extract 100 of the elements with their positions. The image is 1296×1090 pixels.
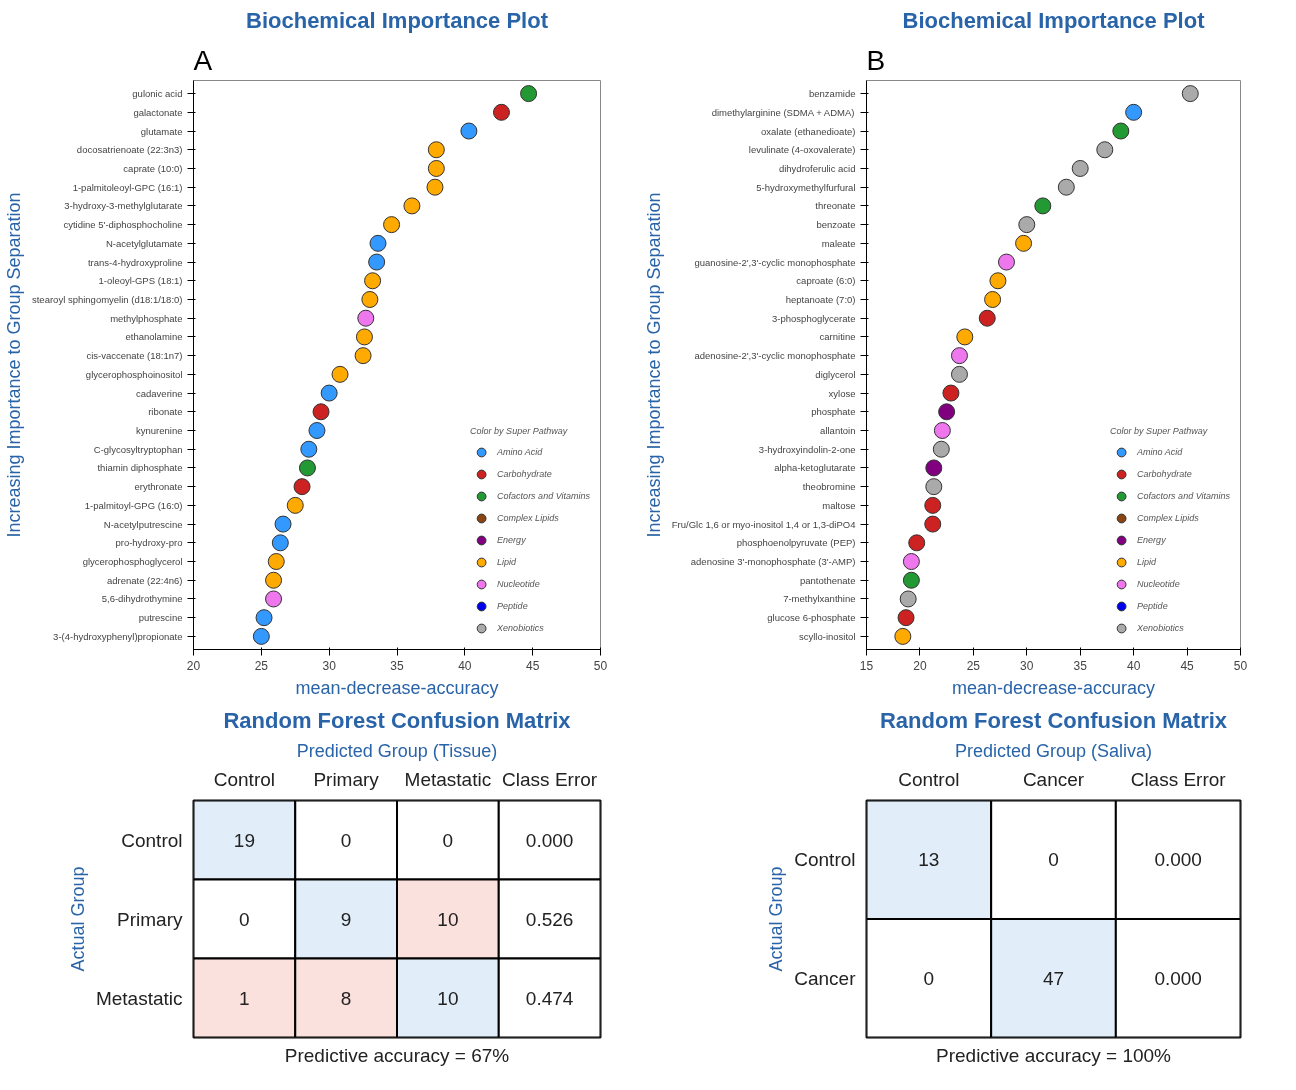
data-label: 8 — [340, 987, 352, 1009]
y-tick-label: Fru/Glc 1,6 or myo-inositol 1,4 or 1,3-diPO4 — [671, 518, 856, 530]
x-tick-label: 40 — [1126, 658, 1141, 673]
y-tick-label: theobromine — [802, 481, 856, 493]
chart-title: Biochemical Importance Plot — [902, 7, 1206, 33]
data-label: 0.474 — [525, 987, 574, 1009]
x-tick-label: 15 — [859, 658, 874, 673]
data-label: 47 — [1042, 967, 1065, 989]
legend-label: Cofactors and Vitamins — [497, 490, 590, 503]
x-tick-label: 50 — [1233, 658, 1248, 673]
data-label: 0.526 — [525, 908, 574, 930]
y-tick-label: 3-(4-hydroxyphenyl)propionate — [53, 630, 183, 642]
y-tick-label: N-acetylglutamate — [105, 237, 183, 249]
y-tick-label: adenosine-2',3'-cyclic monophosphate — [694, 350, 856, 362]
x-tick-label: Metastatic — [404, 768, 492, 790]
y-tick-label: glycerophosphoinositol — [85, 368, 183, 380]
y-tick-label: erythronate — [134, 481, 183, 493]
y-tick-label: Control — [121, 829, 183, 851]
y-tick-label: glutamate — [140, 125, 183, 137]
y-tick-label: thiamin diphosphate — [97, 462, 183, 474]
y-tick-label: 7-methylxanthine — [783, 593, 856, 605]
y-tick-label: kynurenine — [136, 425, 183, 437]
y-tick-label: Cancer — [794, 967, 857, 989]
text: Predictive accuracy = 100% — [936, 1044, 1172, 1066]
y-tick-label: dihydroferulic acid — [778, 162, 856, 174]
x-axis-title: Predicted Group (Saliva) — [954, 740, 1153, 761]
y-tick-label: phosphate — [811, 406, 856, 418]
y-tick-label: 3-hydroxyindolin-2-one — [758, 443, 856, 455]
y-tick-label: maleate — [821, 237, 856, 249]
y-tick-label: caprate (10:0) — [123, 162, 183, 174]
text: A — [193, 44, 213, 76]
legend-label: Amino Acid — [1137, 446, 1183, 459]
legend-label: Carbohydrate — [1137, 468, 1192, 481]
x-tick-label: 45 — [525, 658, 540, 673]
y-tick-label: C-glycosyltryptophan — [93, 443, 183, 455]
y-tick-label: docosatrienoate (22:3n3) — [76, 144, 183, 156]
y-tick-label: putrescine — [138, 612, 183, 624]
x-axis-title: Predicted Group (Tissue) — [296, 740, 498, 761]
y-tick-label: adenosine 3'-monophosphate (3'-AMP) — [690, 556, 856, 568]
data-label: 19 — [233, 829, 255, 851]
x-tick-label: 40 — [458, 658, 472, 673]
data-label: 0 — [923, 967, 935, 989]
data-label: 10 — [437, 908, 459, 930]
data-label: 9 — [340, 908, 352, 930]
chart-title: Random Forest Confusion Matrix — [223, 707, 572, 733]
chart-title: Biochemical Importance Plot — [246, 7, 549, 33]
legend-title: Color by Super Pathway — [1110, 426, 1209, 436]
y-tick-label: 3-phosphoglycerate — [772, 312, 856, 324]
y-tick-label: cis-vaccenate (18:1n7) — [86, 350, 183, 362]
legend-label: Nucleotide — [1137, 578, 1180, 591]
data-label: 0.000 — [525, 829, 574, 851]
y-tick-label: benzamide — [809, 88, 856, 100]
legend-label: Lipid — [497, 556, 518, 569]
y-axis-title: Actual Group — [67, 866, 88, 972]
legend-label: Peptide — [497, 600, 528, 613]
x-tick-label: Control — [898, 768, 960, 790]
legend-label: Xenobiotics — [1137, 622, 1184, 635]
y-tick-label: pro-hydroxy-pro — [115, 537, 183, 549]
y-tick-label: Control — [794, 849, 856, 871]
x-tick-label: 20 — [186, 658, 201, 673]
data-label: 0 — [1048, 849, 1059, 871]
x-axis-title: mean-decrease-accuracy — [951, 677, 1156, 698]
y-tick-label: galactonate — [133, 106, 183, 118]
x-tick-label: 35 — [1073, 658, 1088, 673]
y-tick-label: pantothenate — [800, 574, 856, 586]
y-tick-label: scyllo-inositol — [799, 630, 856, 642]
y-tick-label: 5,6-dihydrothymine — [101, 593, 183, 605]
y-tick-label: 5-hydroxymethylfurfural — [756, 181, 856, 193]
y-tick-label: phosphoenolpyruvate (PEP) — [736, 537, 856, 549]
legend-label: Carbohydrate — [497, 468, 552, 481]
legend-label: Cofactors and Vitamins — [1137, 490, 1230, 503]
y-tick-label: guanosine-2',3'-cyclic monophosphate — [694, 256, 856, 268]
y-axis-title: Increasing Importance to Group Separation — [4, 192, 24, 538]
data-label: 0.000 — [1154, 849, 1202, 871]
legend-label: Peptide — [1137, 600, 1168, 613]
data-label: 0 — [239, 908, 250, 930]
y-tick-label: heptanoate (7:0) — [785, 293, 856, 305]
x-tick-label: 30 — [1020, 658, 1034, 673]
y-tick-label: caproate (6:0) — [796, 275, 856, 287]
y-tick-label: 1-palmitoyl-GPG (16:0) — [84, 499, 183, 511]
x-tick-label: Control — [213, 768, 275, 790]
x-tick-label: 20 — [913, 658, 927, 673]
legend-label: Energy — [1137, 534, 1166, 547]
x-tick-label: 45 — [1180, 658, 1195, 673]
y-tick-label: cytidine 5'-diphosphocholine — [63, 219, 183, 231]
y-tick-label: trans-4-hydroxyproline — [87, 256, 183, 268]
x-tick-label: 25 — [254, 658, 269, 673]
y-axis-title: Increasing Importance to Group Separation — [643, 192, 664, 538]
y-tick-label: diglycerol — [815, 368, 856, 380]
chart-title: Random Forest Confusion Matrix — [879, 707, 1228, 733]
y-tick-label: maltose — [822, 499, 856, 511]
y-tick-label: dimethylarginine (SDMA + ADMA) — [711, 106, 855, 118]
y-tick-label: alpha-ketoglutarate — [774, 462, 856, 474]
y-tick-label: glycerophosphoglycerol — [82, 556, 183, 568]
x-tick-label: Class Error — [1130, 768, 1227, 790]
y-tick-label: methylphosphate — [110, 312, 183, 324]
x-axis-title: mean-decrease-accuracy — [295, 677, 499, 698]
x-tick-label: 50 — [593, 658, 608, 673]
y-tick-label: Metastatic — [95, 987, 183, 1009]
y-tick-label: Primary — [117, 908, 183, 930]
